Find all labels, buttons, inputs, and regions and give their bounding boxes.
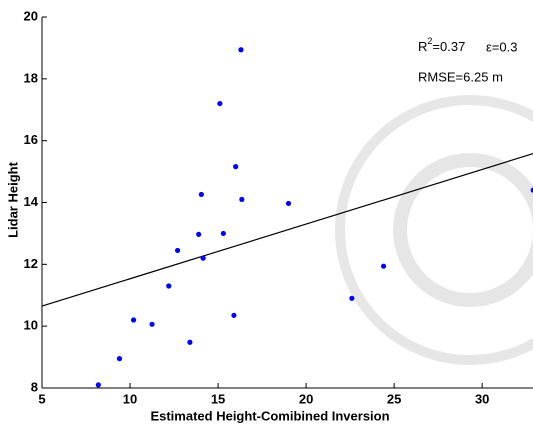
point <box>196 231 202 237</box>
watermark <box>335 95 533 365</box>
point <box>349 295 355 301</box>
y-tick-label: 20 <box>24 8 38 23</box>
x-tick-label: 10 <box>123 391 137 406</box>
point <box>174 247 181 254</box>
x-tick-label: 15 <box>211 391 225 406</box>
point <box>198 191 204 198</box>
point <box>233 164 239 170</box>
y-tick-label: 16 <box>24 132 38 147</box>
point <box>166 283 172 289</box>
y-tick-label: 18 <box>24 70 38 85</box>
point <box>239 196 245 203</box>
fit-line <box>41 153 533 307</box>
x-tick-label: 25 <box>387 391 401 406</box>
rmse-annotation: RMSE=6.25 m <box>418 69 503 84</box>
point <box>220 230 226 237</box>
point <box>217 100 223 107</box>
y-tick-label: 10 <box>24 318 38 333</box>
y-axis-label: Lidar Height <box>5 161 20 238</box>
y-tick-label: 8 <box>31 379 38 394</box>
point <box>380 263 387 269</box>
point <box>95 382 101 388</box>
y-tick-label: 12 <box>24 256 38 271</box>
r2-annotation: R2=0.37 <box>418 36 465 54</box>
point <box>238 47 244 53</box>
x-tick-label: 30 <box>475 391 489 406</box>
epsilon-annotation: ε=0.3 <box>486 39 517 54</box>
point <box>530 187 533 193</box>
point <box>130 317 137 323</box>
r2-sup: 2 <box>427 36 432 46</box>
point <box>285 200 292 207</box>
point <box>200 255 206 261</box>
x-axis-label: Estimated Height-Comibined Inversion <box>150 408 389 423</box>
x-tick-label: 20 <box>299 391 313 406</box>
point <box>116 356 123 362</box>
r2-value: =0.37 <box>432 39 465 54</box>
r2-base: R <box>418 39 427 54</box>
point <box>187 339 193 345</box>
x-tick-label: 5 <box>38 391 45 406</box>
point <box>149 321 155 327</box>
y-tick-label: 14 <box>24 194 39 209</box>
point <box>231 312 237 318</box>
